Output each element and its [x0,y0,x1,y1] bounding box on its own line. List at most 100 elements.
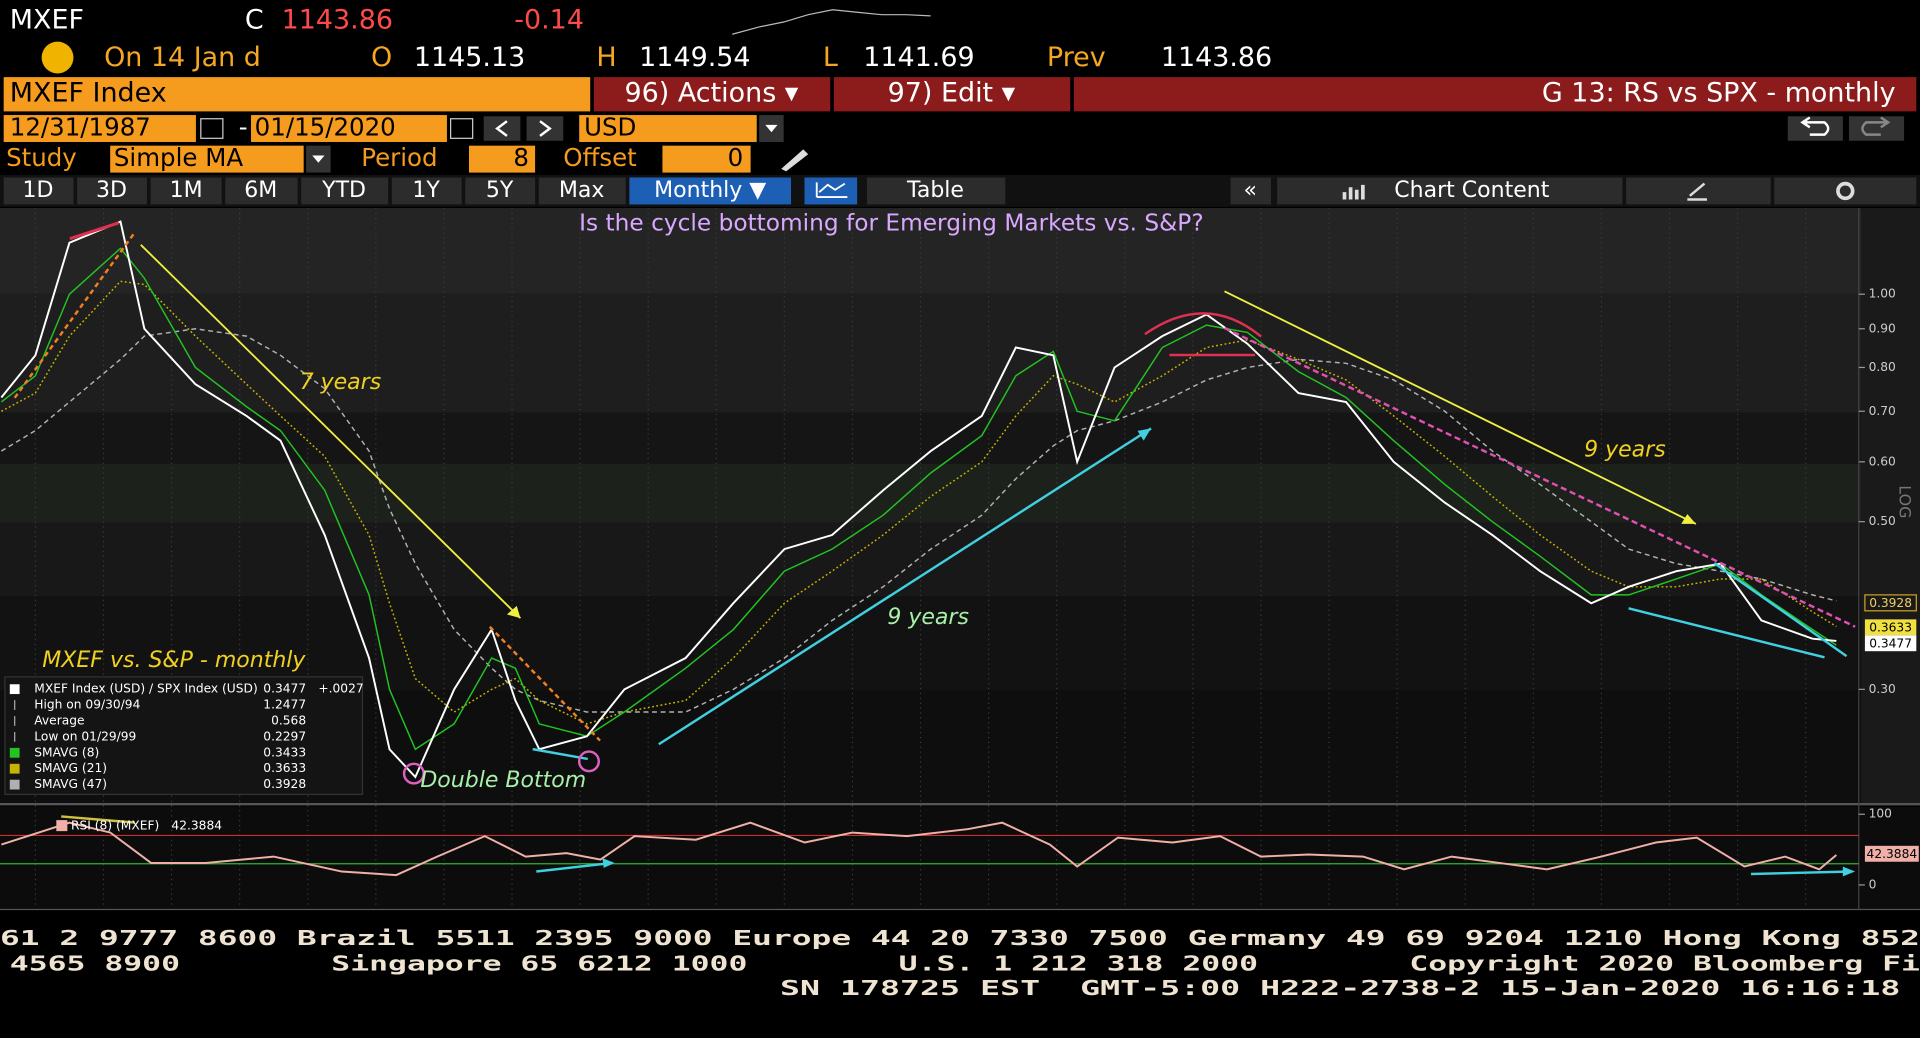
tab[interactable] [3,177,74,205]
tab-label: Max [559,178,605,203]
collapse-button[interactable] [1230,177,1272,205]
range-dash: - [239,113,248,142]
series-line [0,328,1837,713]
readout-box [1864,845,1919,862]
ticker: MXEF [10,4,84,35]
offset-field[interactable] [662,145,751,173]
legend-value: 0.3433 [263,745,306,759]
period-field[interactable] [468,145,536,173]
tab[interactable] [465,177,536,205]
calendar-icon[interactable] [200,118,224,139]
resistance-line [1223,326,1856,628]
redo-button[interactable] [1848,116,1905,141]
tab[interactable] [866,177,1006,205]
y-tick-label: 0.80 [1869,360,1896,374]
undo-button[interactable] [1787,116,1843,141]
arrow-head [602,858,615,868]
actions-button[interactable] [593,77,831,112]
readout: 0.3477 [1869,636,1912,650]
tab-label: Monthly ▼ [654,178,766,203]
dropdown-arrow [765,124,778,133]
y-tick-label: 100 [1869,807,1892,821]
tab-label: Table [906,178,964,203]
trend-line [488,625,601,742]
arrow-head [506,605,521,619]
tab[interactable] [225,177,298,205]
legend-box [4,676,364,796]
legend-label: Low on 01/29/99 [34,729,136,743]
annotation: Double Bottom [420,768,586,793]
top-arc [1144,312,1263,338]
calendar-icon[interactable] [450,118,474,139]
tab[interactable] [77,177,147,205]
status-icon[interactable] [41,41,74,74]
y-tick-label: 0.60 [1869,454,1896,468]
study-field[interactable] [110,145,304,173]
legend-label: Average [34,713,84,727]
bottom-line [532,747,588,761]
band [0,412,1862,464]
start-date-field[interactable] [3,115,196,142]
ticker-tape: SN 178725 EST GMT-5:00 H222-2738-2 15-Ja… [780,976,1900,1000]
y-tick-label: 0 [1869,877,1877,891]
tab[interactable] [538,177,626,205]
security-field[interactable] [3,77,591,112]
tape-bg [0,910,1920,1038]
legend-change: +.0027 [318,682,363,696]
legend-value: 0.3633 [263,761,306,775]
next-button[interactable] [526,116,564,141]
rsi-swatch [56,820,68,832]
legend-label: SMAVG (21) [34,761,107,775]
tab-active[interactable] [629,177,792,205]
band [0,596,1862,691]
tab[interactable] [150,177,222,205]
rsi-readout: 42.3884 [171,819,222,833]
quote-bar [0,0,1920,76]
support-line [1628,607,1825,659]
legend-swatch [9,779,20,790]
currency-field[interactable] [579,115,757,142]
tab[interactable] [1277,177,1623,205]
arrow-head [1842,866,1856,877]
rsi-name: RSI (8) (MXEF) [71,819,159,833]
security: MXEF Index [10,78,167,109]
ticker-tape: 4565 8900 Singapore 65 6212 1000 U.S. 1 … [10,952,1920,976]
legend-value: 0.568 [271,713,306,727]
pen-icon[interactable] [781,149,809,172]
y-tick-label: 0.90 [1869,321,1896,335]
readout: 0.3633 [1869,620,1912,634]
arrow-head [1681,514,1696,524]
chart-type-button[interactable] [804,177,858,205]
wedge-line [1713,562,1848,658]
band [0,208,1862,294]
tab[interactable] [391,177,462,205]
tab[interactable] [301,177,389,205]
currency: USD [584,113,636,142]
prev-button[interactable] [483,116,521,141]
open: 1145.13 [414,42,525,73]
bottom-marker [577,750,600,773]
legend-label: MXEF Index (USD) / SPX Index (USD) [34,682,257,696]
edit: 97) Edit ▾ [888,78,1016,109]
tab-label: 5Y [486,178,514,203]
collapse-label: « [1243,178,1256,203]
trend-arrow [658,427,1152,746]
chart-icon [815,182,848,198]
date: On 14 Jan d [104,42,261,73]
study-label: Study [6,143,77,172]
title-bar [1073,77,1917,112]
settings-button[interactable] [1774,177,1917,205]
rsi-line [61,815,135,824]
readout: 0.3928 [1869,596,1912,610]
tab-label: YTD [321,178,366,203]
chart-name: G 13: RS vs SPX - monthly [1542,78,1896,109]
chart-background [0,208,1920,911]
low-label: L [823,42,838,73]
end-date-field[interactable] [251,115,447,142]
y-tick-label: 0.70 [1869,404,1896,418]
tab-label: 6M [244,178,277,203]
high: 1149.54 [639,42,750,73]
edit-button[interactable] [833,77,1071,112]
annotations: Is the cycle bottoming for Emerging Mark… [13,210,1915,877]
